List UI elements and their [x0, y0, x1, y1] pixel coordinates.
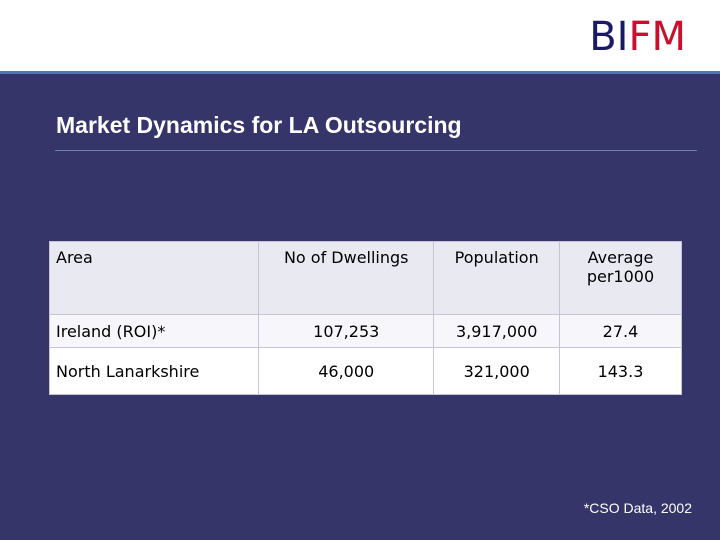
header-average: Average per1000 [558, 241, 683, 315]
cell-dwellings: 107,253 [258, 314, 435, 348]
header-population: Population [433, 241, 560, 315]
logo-text-fm: FM [628, 14, 686, 60]
header-area: Area [48, 241, 260, 315]
slide-title: Market Dynamics for LA Outsourcing [56, 112, 462, 138]
logo-text-bi: BI [589, 14, 629, 60]
cell-dwellings: 46,000 [258, 347, 435, 395]
cell-area: North Lanarkshire [48, 347, 260, 395]
bifm-logo: BIFM [589, 14, 686, 60]
market-table: Area No of Dwellings Population Average … [48, 241, 683, 395]
cell-population: 3,917,000 [433, 314, 560, 348]
table-header-row: Area No of Dwellings Population Average … [48, 241, 683, 315]
table-row: North Lanarkshire 46,000 321,000 143.3 [48, 347, 683, 395]
header-dwellings: No of Dwellings [258, 241, 435, 315]
title-divider [55, 150, 697, 151]
cell-area: Ireland (ROI)* [48, 314, 260, 348]
header-rule [0, 71, 720, 74]
cell-average: 143.3 [558, 347, 683, 395]
footnote: *CSO Data, 2002 [583, 500, 692, 516]
cell-average: 27.4 [558, 314, 683, 348]
table-row: Ireland (ROI)* 107,253 3,917,000 27.4 [48, 314, 683, 348]
cell-population: 321,000 [433, 347, 560, 395]
header-band [0, 0, 720, 72]
